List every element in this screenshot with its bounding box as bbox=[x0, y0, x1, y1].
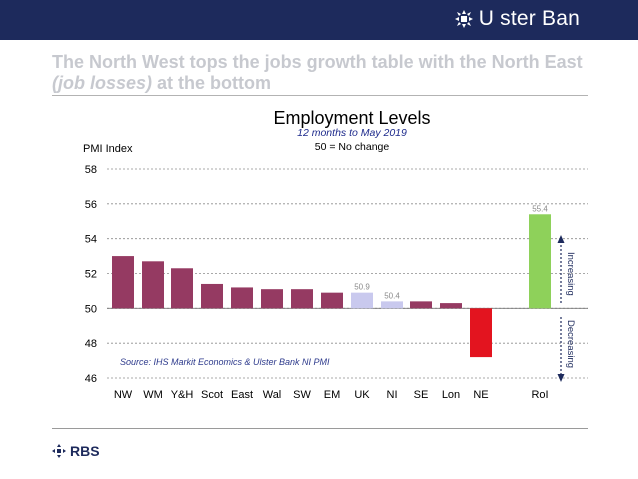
chart-source: Source: IHS Markit Economics & Ulster Ba… bbox=[120, 357, 330, 367]
footer-divider bbox=[52, 428, 588, 429]
x-tick-label: Lon bbox=[442, 389, 460, 401]
increasing-arrow-head bbox=[557, 235, 565, 243]
chart-bars bbox=[112, 214, 551, 358]
x-tick-label: NW bbox=[114, 389, 133, 401]
chart-subtitle: 12 months to May 2019 bbox=[297, 127, 407, 139]
ulster-bank-logo-icon bbox=[454, 10, 473, 28]
y-tick-label: 56 bbox=[85, 199, 97, 211]
chart-title: Employment Levels bbox=[273, 108, 430, 128]
bar-roi bbox=[529, 214, 551, 309]
bar-em bbox=[321, 292, 343, 309]
data-label: 50.4 bbox=[384, 291, 400, 300]
bar-east bbox=[231, 287, 253, 309]
header-bar: U ster Ban bbox=[0, 0, 638, 40]
y-tick-label: 52 bbox=[85, 269, 97, 281]
data-label: 50.9 bbox=[354, 283, 370, 292]
y-tick-label: 54 bbox=[85, 234, 97, 246]
brand-logo: U ster Ban bbox=[454, 7, 580, 31]
y-tick-label: 48 bbox=[85, 338, 97, 350]
x-tick-label: Scot bbox=[201, 389, 223, 401]
x-tick-label: Y&H bbox=[171, 389, 194, 401]
x-tick-label: NE bbox=[473, 389, 488, 401]
bar-scot bbox=[201, 283, 223, 309]
increasing-label: Increasing bbox=[565, 252, 576, 296]
bar-sw bbox=[291, 289, 313, 309]
y-tick-label: 46 bbox=[85, 373, 97, 385]
rbs-logo-icon bbox=[52, 444, 66, 458]
x-tick-label: SE bbox=[414, 389, 429, 401]
bar-wal bbox=[261, 289, 283, 309]
x-tick-label: RoI bbox=[531, 389, 548, 401]
decreasing-arrow-head bbox=[557, 374, 565, 382]
decreasing-label: Decreasing bbox=[565, 320, 576, 368]
headline-part3: at the bottom bbox=[152, 73, 272, 93]
x-tick-label: EM bbox=[324, 389, 341, 401]
brand-name: U ster Ban bbox=[478, 7, 580, 30]
data-label: 55.4 bbox=[532, 204, 548, 213]
x-tick-label: WM bbox=[143, 389, 163, 401]
x-tick-label: East bbox=[231, 389, 253, 401]
bar-uk bbox=[351, 292, 373, 309]
bar-se bbox=[410, 301, 432, 309]
x-tick-label: Wal bbox=[263, 389, 282, 401]
headline-divider bbox=[52, 95, 588, 96]
headline-part1: The North West tops the jobs growth tabl… bbox=[52, 52, 583, 72]
y-tick-label: 58 bbox=[85, 164, 97, 176]
y-tick-label: 50 bbox=[85, 303, 97, 315]
footer-brand-name: RBS bbox=[70, 443, 100, 459]
x-tick-label: NI bbox=[387, 389, 398, 401]
x-tick-label: UK bbox=[354, 389, 370, 401]
chart-note: 50 = No change bbox=[315, 141, 390, 153]
headline: The North West tops the jobs growth tabl… bbox=[52, 52, 592, 94]
footer-logo: RBS bbox=[52, 443, 100, 459]
x-tick-label: SW bbox=[293, 389, 311, 401]
bar-yh bbox=[171, 268, 193, 309]
chart-labels: 46 48 50 52 54 56 58 NW WM Y&H Scot East Wal SW EM UK 50… bbox=[85, 164, 549, 401]
y-axis-label: PMI Index bbox=[83, 143, 133, 155]
bar-lon bbox=[440, 303, 462, 309]
headline-italic: (job losses) bbox=[52, 73, 153, 93]
bar-wm bbox=[142, 261, 164, 309]
direction-arrows: Increasing Decreasing bbox=[557, 235, 576, 382]
bar-ni bbox=[381, 301, 403, 309]
bar-nw bbox=[112, 256, 134, 309]
bar-ne bbox=[470, 308, 492, 358]
